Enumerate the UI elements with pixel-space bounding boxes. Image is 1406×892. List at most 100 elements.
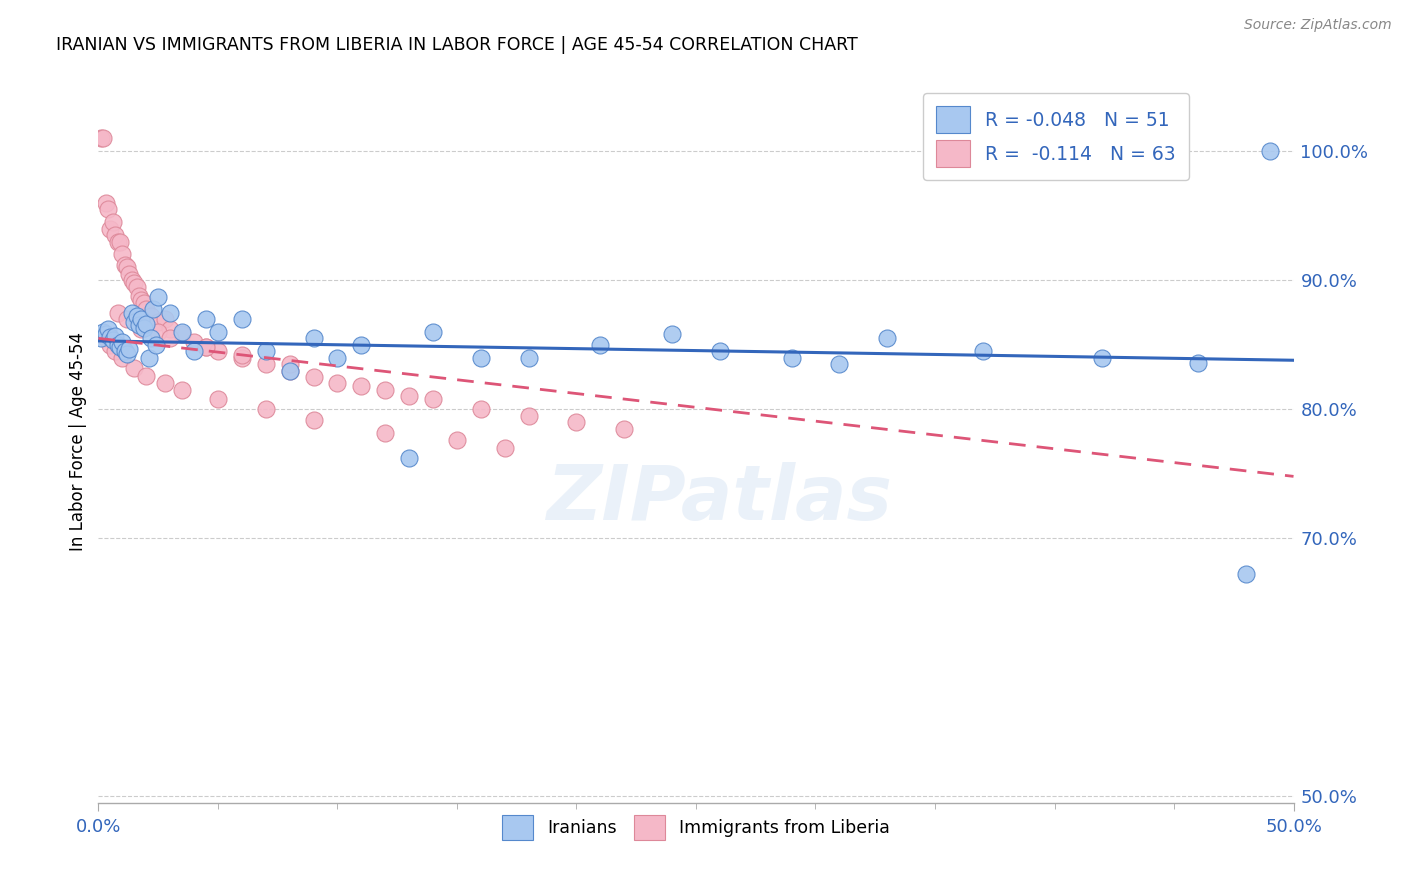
Point <box>155 376 177 391</box>
Point <box>231 348 253 362</box>
Point <box>207 392 229 406</box>
Point <box>350 338 373 352</box>
Point <box>159 322 181 336</box>
Point <box>111 351 134 365</box>
Point <box>207 325 229 339</box>
Point <box>124 361 146 376</box>
Point <box>1091 351 1114 365</box>
Point <box>104 344 127 359</box>
Point <box>231 312 253 326</box>
Point <box>470 351 492 365</box>
Point <box>195 340 218 354</box>
Point <box>278 363 301 377</box>
Point <box>142 301 165 316</box>
Point <box>326 351 349 365</box>
Point <box>94 331 117 345</box>
Point <box>148 314 170 328</box>
Point <box>90 331 112 345</box>
Point <box>97 322 120 336</box>
Point <box>101 333 124 347</box>
Point <box>350 379 373 393</box>
Point <box>135 368 157 383</box>
Point <box>254 402 277 417</box>
Point <box>172 325 194 339</box>
Point <box>661 327 683 342</box>
Point <box>1187 356 1209 370</box>
Point <box>132 296 155 310</box>
Point <box>172 383 194 397</box>
Point <box>172 327 194 342</box>
Point <box>94 327 117 342</box>
Point <box>446 434 468 448</box>
Point <box>207 344 229 359</box>
Point <box>139 310 162 324</box>
Point <box>470 402 492 417</box>
Point <box>135 301 157 316</box>
Point <box>114 258 136 272</box>
Point <box>972 344 994 359</box>
Point <box>131 322 153 336</box>
Point <box>128 318 150 333</box>
Point <box>128 289 150 303</box>
Point <box>613 422 636 436</box>
Point <box>104 228 127 243</box>
Y-axis label: In Labor Force | Age 45-54: In Labor Force | Age 45-54 <box>69 332 87 551</box>
Point <box>98 338 122 352</box>
Point <box>107 338 129 352</box>
Point <box>195 312 218 326</box>
Point <box>108 235 131 249</box>
Point <box>108 340 131 354</box>
Point <box>124 276 146 290</box>
Point <box>118 267 141 281</box>
Point <box>494 441 516 455</box>
Point <box>422 392 444 406</box>
Point <box>302 370 325 384</box>
Point <box>278 357 301 371</box>
Point <box>517 351 540 365</box>
Point <box>125 279 148 293</box>
Point <box>114 344 136 359</box>
Point <box>145 338 167 352</box>
Point <box>107 235 129 249</box>
Point <box>155 312 177 326</box>
Point <box>302 331 325 345</box>
Point <box>254 357 277 371</box>
Point <box>97 202 120 217</box>
Legend: Iranians, Immigrants from Liberia: Iranians, Immigrants from Liberia <box>494 806 898 848</box>
Point <box>517 409 540 423</box>
Point <box>422 325 444 339</box>
Point <box>709 344 731 359</box>
Point <box>107 305 129 319</box>
Point <box>104 328 127 343</box>
Point <box>565 415 588 429</box>
Point <box>94 195 117 210</box>
Text: Source: ZipAtlas.com: Source: ZipAtlas.com <box>1244 18 1392 32</box>
Point <box>183 335 205 350</box>
Point <box>302 412 325 426</box>
Point <box>111 335 134 350</box>
Point <box>1258 145 1281 159</box>
Point <box>398 389 420 403</box>
Point <box>131 293 153 307</box>
Point <box>111 247 134 261</box>
Point <box>121 273 143 287</box>
Point <box>124 314 146 328</box>
Point <box>115 312 138 326</box>
Point <box>159 331 181 345</box>
Point <box>132 321 155 335</box>
Point <box>398 451 420 466</box>
Point <box>183 344 205 359</box>
Point <box>98 330 122 344</box>
Point <box>118 342 141 356</box>
Point <box>159 305 181 319</box>
Point <box>91 131 114 145</box>
Point <box>91 325 114 339</box>
Point <box>278 363 301 377</box>
Point <box>121 305 143 319</box>
Point <box>254 344 277 359</box>
Point <box>876 331 898 345</box>
Text: ZIPatlas: ZIPatlas <box>547 462 893 536</box>
Point <box>101 215 124 229</box>
Point <box>1234 567 1257 582</box>
Point <box>125 310 148 324</box>
